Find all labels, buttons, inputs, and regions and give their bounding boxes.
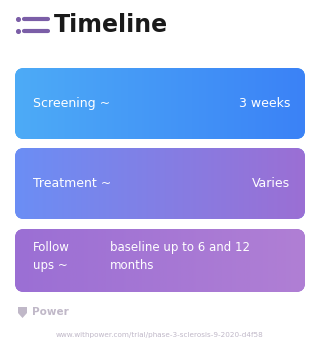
Text: Screening ~: Screening ~ [33,97,110,110]
Text: 3 weeks: 3 weeks [239,97,290,110]
Text: www.withpower.com/trial/phase-3-sclerosis-9-2020-d4f58: www.withpower.com/trial/phase-3-sclerosi… [56,332,264,338]
FancyBboxPatch shape [15,148,305,219]
Text: Follow
ups ~: Follow ups ~ [33,241,70,272]
Polygon shape [18,307,27,318]
Text: Treatment ~: Treatment ~ [33,177,111,190]
Text: baseline up to 6 and 12
months: baseline up to 6 and 12 months [110,241,250,272]
FancyBboxPatch shape [15,68,305,139]
FancyBboxPatch shape [15,229,305,292]
Text: Varies: Varies [252,177,290,190]
Text: Timeline: Timeline [54,13,168,37]
Text: Power: Power [32,307,69,317]
